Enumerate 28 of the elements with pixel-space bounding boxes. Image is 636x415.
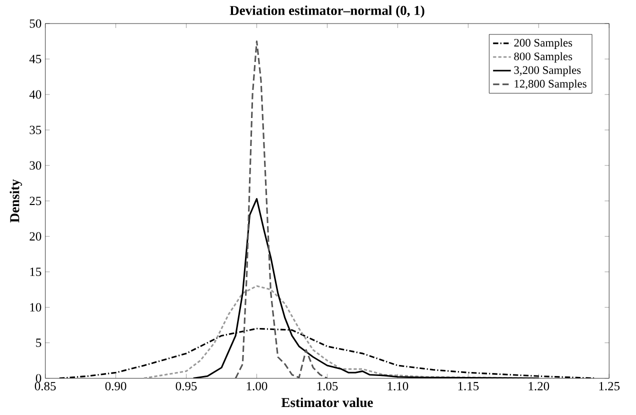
y-tick-label: 35 [30, 126, 42, 134]
y-tick-label: 30 [30, 161, 42, 170]
legend-label: 200 Samples [514, 38, 572, 50]
y-tick-label: 25 [30, 196, 42, 206]
x-axis-title: Estimator value [281, 398, 373, 408]
legend-label: 800 Samples [514, 52, 572, 63]
x-tick-label: 0.85 [34, 382, 56, 391]
x-tick-label: 1.05 [317, 382, 338, 391]
y-tick-label: 40 [29, 90, 42, 99]
x-tick-label: 1.20 [528, 382, 550, 391]
y-tick-label: 45 [29, 54, 42, 64]
x-tick-label: 1.10 [388, 382, 408, 391]
y-axis-title: Density [10, 179, 22, 223]
x-tick-label: 0.95 [176, 382, 197, 391]
x-tick-label: 1.15 [458, 382, 479, 390]
y-tick-label: 5 [36, 338, 42, 348]
y-tick-label: 15 [30, 268, 42, 276]
y-tick-label: 0 [36, 374, 42, 383]
legend-label: 12,800 Samples [514, 80, 586, 90]
y-tick-label: 10 [30, 303, 42, 312]
y-tick-label: 20 [30, 232, 42, 241]
x-tick-label: 1.25 [599, 382, 620, 391]
line-series [234, 40, 328, 378]
x-tick-label: 1.00 [246, 382, 268, 391]
chart-title: Deviation estimator–normal (0, 1) [230, 6, 424, 18]
x-tick-label: 0.90 [105, 382, 126, 391]
y-tick-label: 50 [30, 19, 42, 28]
legend-label: 3,200 Samples [514, 66, 581, 76]
